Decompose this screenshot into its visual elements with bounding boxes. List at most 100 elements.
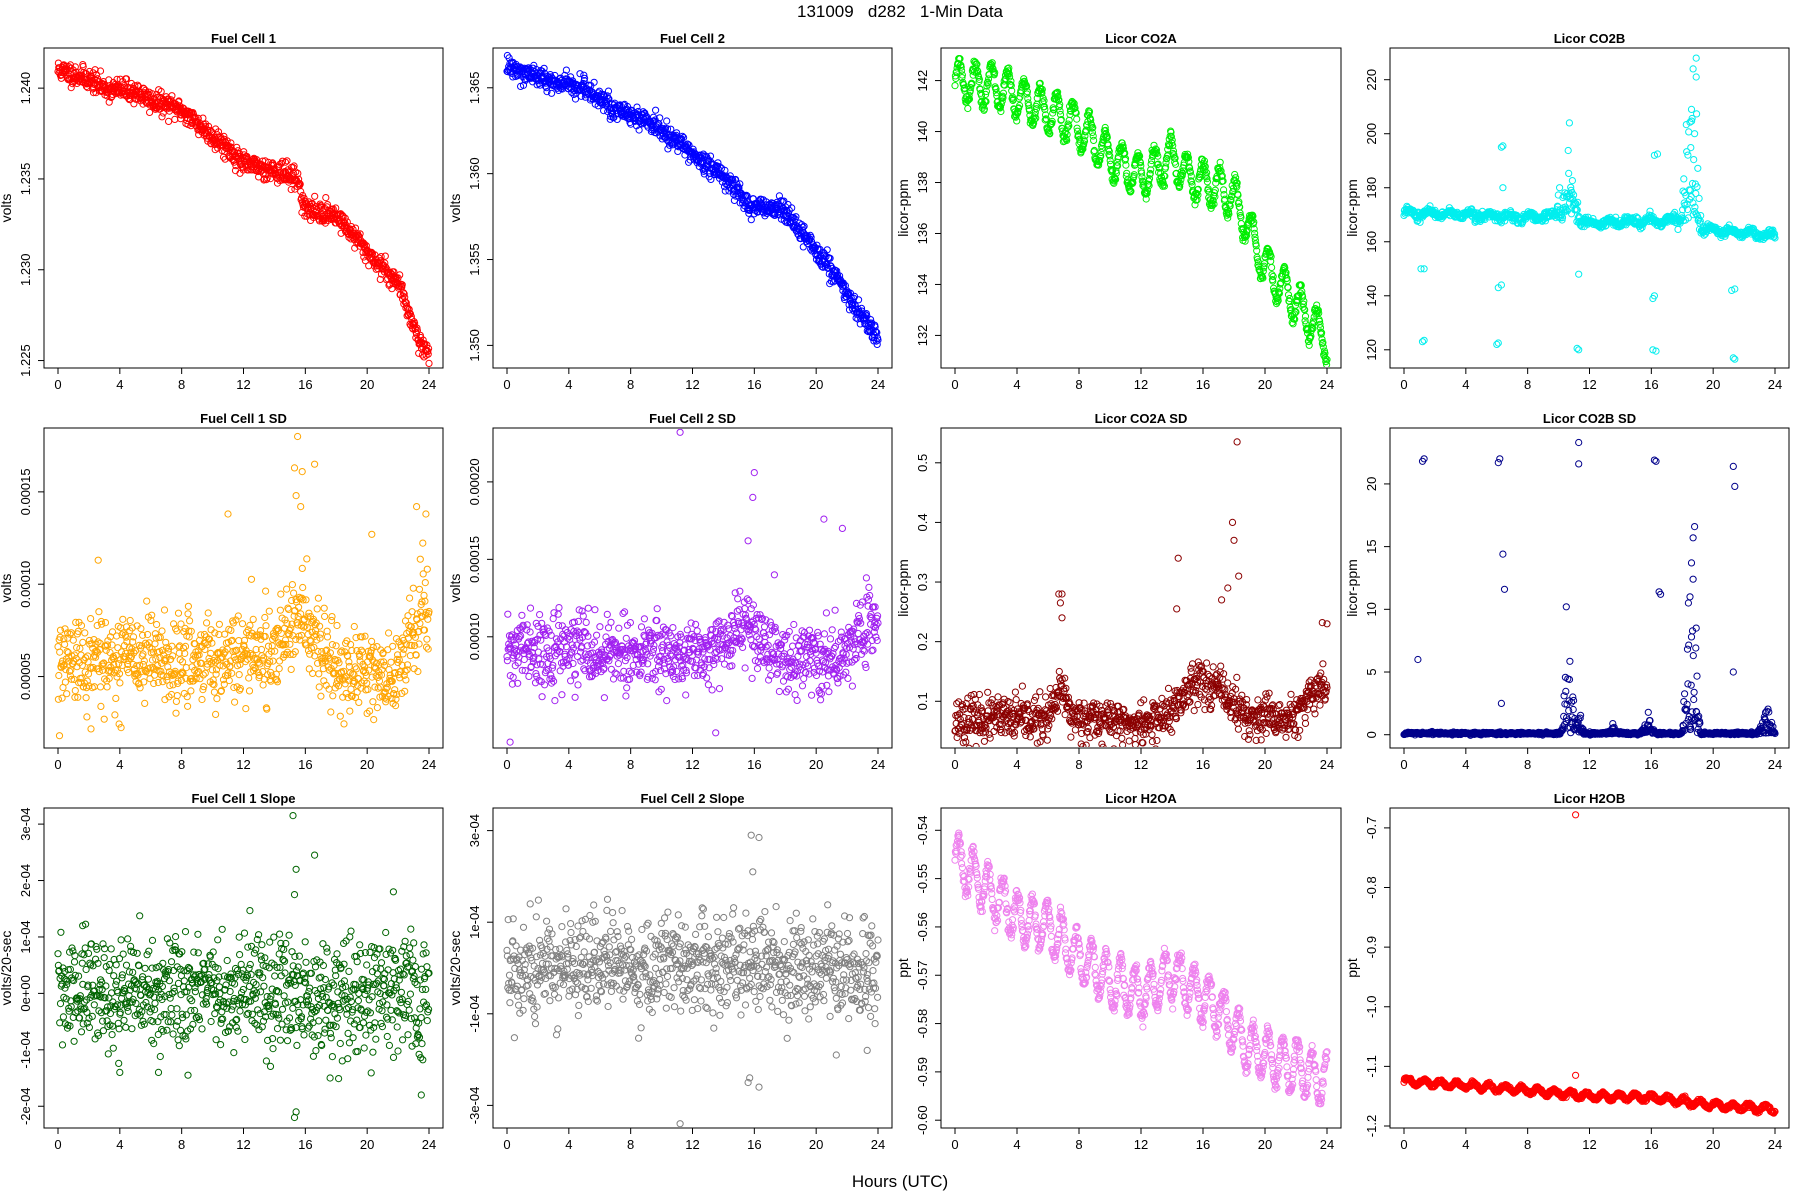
data-point	[420, 626, 429, 634]
data-point	[287, 185, 295, 194]
data-point	[170, 620, 178, 628]
data-point	[1154, 152, 1162, 160]
data-point	[1073, 124, 1081, 132]
data-point	[678, 132, 687, 140]
data-point	[1420, 336, 1428, 344]
data-point	[1268, 263, 1276, 272]
data-point	[283, 157, 291, 165]
data-point	[525, 672, 533, 681]
x-tick-label: 4	[116, 757, 123, 772]
data-point	[707, 175, 715, 183]
data-point	[424, 645, 432, 653]
data-point	[189, 110, 197, 118]
data-point	[146, 664, 154, 672]
data-point	[1693, 183, 1701, 191]
data-point	[159, 672, 167, 680]
data-point	[277, 629, 285, 638]
data-point	[416, 619, 424, 628]
data-point	[1298, 287, 1306, 295]
data-point	[841, 282, 850, 290]
data-point	[1541, 217, 1550, 225]
data-point	[518, 666, 526, 674]
data-point	[1323, 356, 1331, 364]
data-point	[287, 624, 295, 632]
data-point	[1160, 181, 1168, 189]
data-point	[1683, 205, 1692, 214]
data-point	[1646, 207, 1654, 215]
data-point	[1145, 175, 1154, 183]
data-point	[59, 662, 68, 670]
data-point	[143, 641, 151, 649]
data-point	[1041, 116, 1049, 124]
y-tick-label: 0.00010	[467, 613, 482, 660]
data-point	[548, 89, 556, 97]
x-tick-label: 24	[1320, 377, 1334, 392]
data-point	[220, 680, 228, 688]
y-tick-label: 160	[1364, 231, 1379, 253]
data-point	[281, 636, 289, 644]
data-point	[616, 649, 625, 657]
data-point	[226, 657, 235, 665]
data-point	[162, 655, 170, 663]
data-point	[249, 615, 257, 624]
data-point	[187, 627, 195, 635]
data-point	[1079, 145, 1087, 153]
data-point	[1731, 355, 1739, 363]
data-point	[1169, 149, 1177, 158]
data-point	[974, 68, 982, 76]
data-point	[1243, 227, 1251, 235]
data-point	[403, 666, 411, 674]
data-point	[423, 635, 431, 643]
data-point	[225, 676, 233, 685]
data-point	[1307, 332, 1315, 340]
data-point	[291, 648, 299, 656]
data-point	[1494, 339, 1502, 347]
data-point	[94, 75, 102, 83]
data-point	[415, 640, 423, 648]
data-point	[390, 268, 398, 276]
data-point	[76, 644, 84, 653]
panel-title: Fuel Cell 1 SD	[200, 411, 287, 426]
data-point	[1053, 89, 1061, 97]
data-point	[103, 683, 111, 691]
data-point	[94, 556, 102, 564]
data-point	[545, 647, 553, 655]
data-point	[1653, 150, 1662, 158]
data-point	[275, 665, 283, 673]
y-tick-label: 138	[915, 172, 930, 194]
data-point	[236, 684, 244, 693]
data-point	[174, 677, 182, 685]
data-point	[406, 594, 414, 602]
data-point	[263, 174, 271, 182]
data-point	[570, 627, 578, 636]
data-point	[116, 679, 124, 687]
data-point	[163, 672, 171, 681]
data-point	[800, 222, 808, 230]
data-point	[1575, 270, 1583, 278]
data-point	[1186, 164, 1194, 172]
data-point	[1090, 136, 1098, 144]
data-point	[730, 196, 739, 204]
data-point	[129, 633, 138, 641]
data-point	[743, 192, 751, 200]
data-point	[178, 668, 186, 676]
data-point	[1073, 127, 1082, 135]
data-point	[183, 693, 191, 701]
data-point	[991, 68, 999, 77]
data-point	[336, 712, 344, 720]
data-point	[351, 663, 359, 671]
data-point	[1260, 262, 1268, 270]
data-point	[56, 633, 64, 641]
data-point	[1497, 281, 1506, 289]
data-point	[1023, 88, 1032, 96]
data-point	[1227, 196, 1235, 204]
data-point	[352, 665, 360, 673]
data-point	[259, 681, 267, 689]
data-point	[1251, 236, 1260, 244]
data-point	[1301, 317, 1309, 325]
data-point	[591, 606, 599, 614]
data-point	[1274, 297, 1282, 305]
data-point	[1218, 172, 1226, 180]
data-point	[415, 585, 424, 593]
data-point	[1140, 180, 1148, 188]
